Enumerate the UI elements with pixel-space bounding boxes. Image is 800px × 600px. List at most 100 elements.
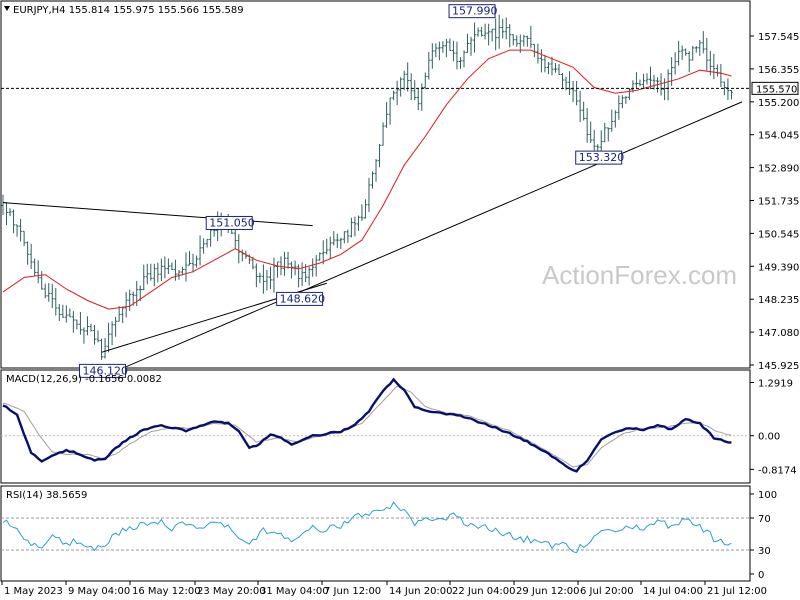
time-axis-label: 1 May 2023 [4, 586, 63, 597]
ohlc-bar [163, 256, 167, 279]
ohlc-bar [237, 234, 241, 264]
time-axis-label: 9 May 04:00 [68, 586, 130, 597]
dropdown-triangle-icon[interactable] [4, 6, 10, 11]
ohlc-bar [462, 50, 466, 68]
ohlc-bar [283, 251, 287, 276]
ohlc-bar [110, 321, 114, 346]
ohlc-bar [553, 63, 557, 73]
rsi-header-text: RSI(14) 38.5659 [6, 490, 87, 501]
ohlc-bar [599, 130, 603, 153]
time-axis-label: 6 Jul 20:00 [580, 586, 634, 597]
ohlc-bar [78, 311, 82, 335]
ohlc-bar [712, 53, 716, 80]
time-axis-label: 29 Jun 12:00 [516, 586, 580, 597]
ohlc-bar [522, 34, 526, 47]
macd-axis-label: 0.00 [758, 432, 780, 443]
time-axis-label: 21 Jul 12:00 [707, 586, 767, 597]
ohlc-bar [145, 263, 149, 285]
ohlc-bar [501, 18, 505, 39]
ohlc-bar [490, 28, 494, 42]
ohlc-bar [36, 260, 40, 284]
main-header-text: EURJPY,H4 155.814 155.975 155.566 155.58… [13, 5, 244, 16]
price-annotation-text: 151.050 [209, 216, 255, 229]
ohlc-bar [684, 48, 688, 56]
price-annotation: 151.050 [205, 215, 255, 230]
price-axis-label: 148.235 [758, 295, 799, 306]
ohlc-bar [441, 41, 445, 53]
ohlc-bar [701, 31, 705, 54]
current-price-tag: 155.570 [751, 81, 799, 95]
ohlc-bar [388, 97, 392, 125]
time-axis-label: 23 May 20:00 [197, 586, 266, 597]
price-annotation-box [575, 150, 623, 165]
ohlc-bar [677, 40, 681, 66]
price-annotation-text: 146.120 [83, 364, 128, 377]
ohlc-bar [26, 241, 30, 265]
price-annotation: 153.320 [575, 150, 624, 165]
ohlc-bar [198, 235, 202, 266]
ohlc-bar [458, 57, 462, 69]
rsi-axis: 100 70 30 0 [750, 490, 777, 581]
ohlc-bar [610, 109, 614, 132]
price-axis-label: 157.545 [758, 32, 799, 43]
ohlc-bar [638, 79, 642, 87]
ohlc-bar [578, 90, 582, 123]
ohlc-bar [1, 194, 5, 215]
trendlines [2, 101, 743, 368]
ohlc-bar [455, 41, 459, 70]
ohlc-bar [114, 316, 118, 337]
ohlc-bar [128, 289, 132, 311]
ohlc-bar [342, 231, 346, 244]
ohlc-bar [641, 73, 645, 89]
ohlc-bar [195, 255, 199, 268]
ohlc-bar [251, 256, 255, 270]
ohlc-bar [469, 36, 473, 56]
price-annotation-box [79, 363, 127, 378]
ohlc-bar [381, 122, 385, 146]
ohlc-bar [325, 238, 329, 255]
ohlc-bar [22, 230, 26, 247]
ohlc-bar [290, 261, 294, 279]
ohlc-bar [603, 122, 607, 143]
price-annotation-box [205, 215, 253, 230]
ohlc-bar [332, 231, 336, 246]
ohlc-bar [177, 269, 181, 280]
ohlc-bar [691, 45, 695, 61]
ohlc-bar [504, 17, 508, 40]
ohlc-bar [68, 308, 72, 318]
ohlc-bar [328, 236, 332, 259]
ohlc-bar [103, 337, 107, 359]
ohlc-bar [71, 311, 75, 333]
ohlc-bar [550, 56, 554, 76]
ohlc-bar [258, 272, 262, 284]
ohlc-bar [494, 18, 498, 51]
time-axis-label: 14 Jun 20:00 [389, 586, 453, 597]
moving-average-line [2, 49, 732, 310]
ohlc-bar [149, 263, 153, 281]
ohlc-bar [546, 61, 550, 75]
time-axis-label: 14 Jul 04:00 [643, 586, 703, 597]
ohlc-bar [107, 322, 111, 353]
ohlc-bar [360, 204, 364, 221]
ohlc-bar [50, 283, 54, 309]
ohlc-bar [205, 238, 209, 248]
ohlc-bar [367, 177, 371, 213]
ohlc-bar [89, 323, 93, 332]
ohlc-bar [620, 95, 624, 109]
ohlc-bar [437, 41, 441, 61]
ohlc-bar [29, 243, 33, 270]
ohlc-bar [568, 71, 572, 96]
ohlc-bar [715, 64, 719, 77]
ohlc-bar [82, 327, 86, 344]
ohlc-bar [286, 251, 290, 269]
rsi-axis-label: 30 [758, 546, 771, 557]
ohlc-bar [645, 73, 649, 85]
ohlc-bar [487, 23, 491, 46]
ohlc-bar [687, 51, 691, 73]
ohlc-bar [420, 83, 424, 111]
ohlc-bar [585, 107, 589, 143]
ohlc-bar [634, 72, 638, 89]
main-header: EURJPY,H4 155.814 155.975 155.566 155.58… [4, 5, 244, 16]
